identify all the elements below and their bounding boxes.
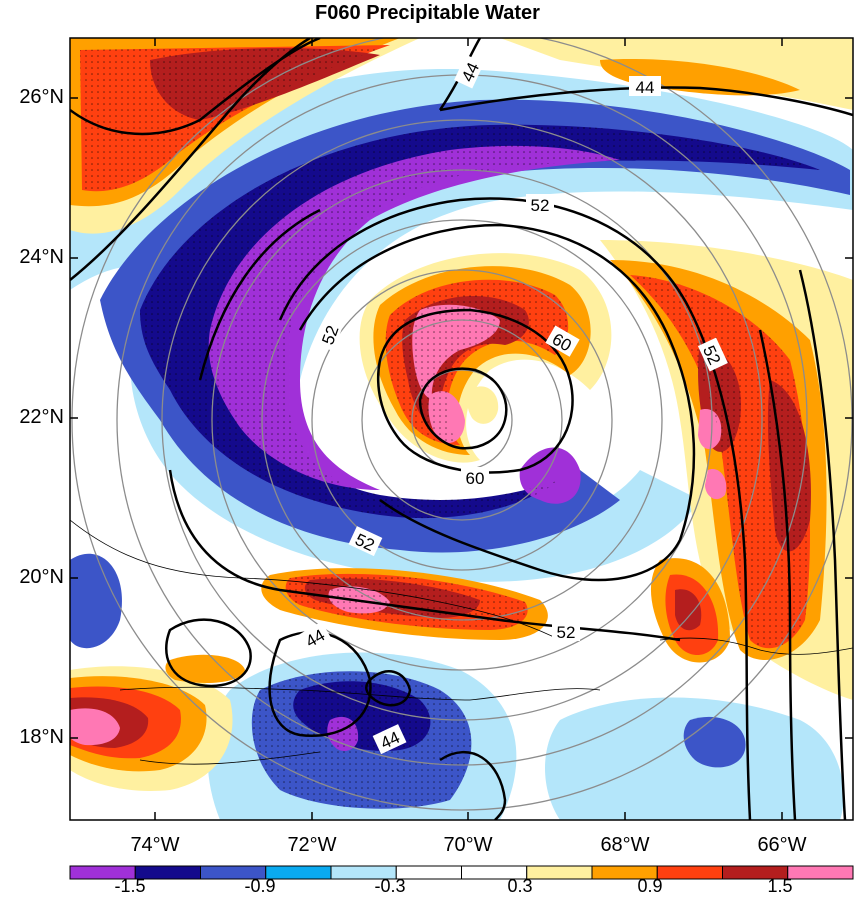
significance-stipple-6: [251, 671, 472, 809]
anomaly-pos-small: [165, 654, 245, 683]
anomaly-pos-east-pink: [698, 409, 722, 450]
anomaly-pos-se-dark: [675, 589, 702, 631]
colorbar-label: 0.9: [637, 876, 663, 896]
lat-label: 20°N: [19, 566, 64, 588]
map-frame: [69, 37, 854, 821]
lat-label: 18°N: [19, 726, 64, 748]
coastlines: [70, 519, 853, 765]
anomaly-pos-sw-pink: [70, 708, 120, 746]
contour-label: 52: [557, 623, 576, 642]
colorbar-swatch: [787, 865, 854, 880]
colorbar-label: 0.3: [507, 876, 533, 896]
contour-labels: 44 44 44 44 52 52 52 52 52 60 60: [297, 54, 728, 755]
significance-stipple-3: [80, 45, 390, 192]
significance-stipple-4: [385, 279, 569, 445]
lon-label: 68°W: [600, 834, 650, 856]
contour-label: 52: [531, 196, 550, 215]
map-title: F060 Precipitable Water: [315, 2, 540, 24]
anomaly-pos-core-center: [467, 386, 499, 424]
colorbar: [69, 865, 854, 880]
pw-contours: [70, 38, 853, 820]
anomaly-neg-west: [70, 553, 122, 649]
lon-label: 74°W: [130, 834, 180, 856]
contour-label: 60: [466, 469, 485, 488]
significance-stipple-2: [630, 275, 810, 649]
significance-stipple: [140, 124, 820, 519]
lon-label: 72°W: [287, 834, 337, 856]
colorbar-label: 1.5: [767, 876, 793, 896]
lon-label: 66°W: [757, 834, 807, 856]
lat-label: 22°N: [19, 406, 64, 428]
colorbar-label: -1.5: [114, 876, 146, 896]
contour-label: 44: [636, 78, 655, 97]
anomaly-pos-east-pink-2: [705, 469, 727, 500]
lat-label: 24°N: [19, 246, 64, 268]
colorbar-label: -0.3: [374, 876, 406, 896]
colorbar-label: -0.9: [244, 876, 276, 896]
axis-ticks: [70, 38, 853, 820]
lon-label: 70°W: [443, 834, 493, 856]
lat-label: 26°N: [19, 86, 64, 108]
